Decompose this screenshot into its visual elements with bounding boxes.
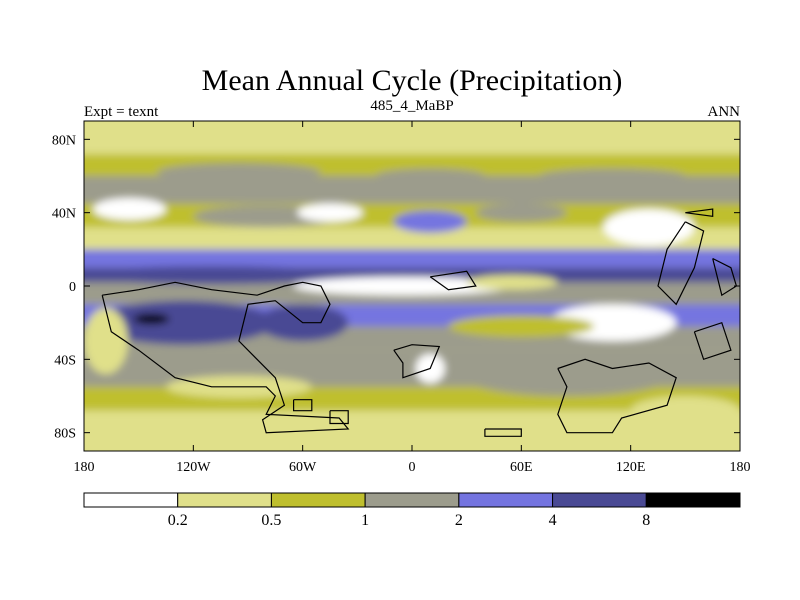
y-tick-label-0: 80N	[52, 133, 76, 148]
y-tick-label-4: 80S	[54, 427, 76, 442]
continent-outline-7	[329, 410, 349, 425]
colorbar-swatch-1	[177, 492, 272, 508]
x-tick-label-0: 180	[74, 460, 95, 475]
continent-outline-3	[557, 358, 677, 434]
x-axis: 180 120W 60W 0 60E 120E 180	[74, 121, 751, 475]
y-tick-label-3: 40S	[54, 353, 76, 368]
x-tick-label-1: 120W	[176, 460, 211, 475]
map-plot	[84, 121, 740, 451]
precip-region-1	[375, 168, 485, 184]
precip-region-21	[630, 396, 740, 426]
precip-region-7	[475, 203, 567, 222]
continent-outline-8	[484, 428, 522, 437]
precip-region-11	[84, 265, 340, 285]
continent-outlines	[101, 208, 738, 437]
precip-region-14	[133, 313, 170, 325]
continent-outline-4	[657, 221, 705, 306]
precip-region-0	[156, 163, 321, 182]
colorbar-swatch-4	[458, 492, 554, 508]
colorbar-swatch-0	[83, 492, 179, 508]
continent-outline-2	[429, 270, 477, 291]
precip-region-8	[603, 209, 695, 246]
colorbar: 0.2 0.5 1 2 4 8	[83, 492, 741, 529]
colorbar-swatch-5	[552, 492, 647, 508]
colorbar-level-4: 4	[549, 512, 557, 529]
x-tick-label-6: 180	[730, 460, 751, 475]
precip-region-5	[297, 203, 363, 222]
continent-outline-9	[685, 208, 714, 217]
precip-band-13	[84, 432, 740, 451]
continent-outline-1	[393, 344, 441, 379]
precip-band-12	[84, 410, 740, 433]
colorbar-level-3: 2	[455, 512, 463, 529]
period-label: 485_4_MaBP	[370, 98, 453, 114]
colorbar-level-5: 8	[642, 512, 650, 529]
colorbar-swatch-6	[645, 492, 741, 508]
colorbar-swatch-3	[364, 492, 460, 508]
x-tick-label-5: 120E	[616, 460, 646, 475]
x-tick-label-3: 0	[409, 460, 416, 475]
precip-region-20	[457, 352, 677, 396]
precip-region-18	[84, 308, 128, 374]
y-axis: 80N 40N 0 40S 80S	[52, 133, 740, 442]
precip-band-4	[84, 227, 740, 250]
season-label: ANN	[708, 104, 741, 120]
continent-outline-5	[693, 321, 732, 361]
x-tick-label-2: 60W	[289, 460, 317, 475]
colorbar-level-2: 1	[361, 512, 369, 529]
precip-region-16	[448, 315, 595, 338]
y-tick-label-2: 0	[69, 280, 76, 295]
precip-region-10	[466, 275, 558, 290]
precip-region-9	[293, 276, 513, 296]
continent-outline-6	[293, 399, 313, 412]
precip-band-5	[84, 249, 740, 268]
precip-region-2	[539, 168, 686, 184]
y-tick-label-1: 40N	[52, 207, 76, 222]
precipitation-field	[84, 121, 740, 451]
colorbar-level-0: 0.2	[168, 512, 188, 529]
chart-title: Mean Annual Cycle (Precipitation)	[202, 64, 623, 97]
x-tick-label-4: 60E	[510, 460, 533, 475]
precip-region-3	[93, 198, 166, 220]
colorbar-swatch-2	[270, 492, 366, 508]
precip-region-6	[393, 210, 467, 233]
colorbar-level-1: 0.5	[261, 512, 281, 529]
continent-outline-0	[101, 281, 350, 434]
precip-region-12	[93, 300, 276, 345]
experiment-label: Expt = texnt	[84, 104, 159, 120]
